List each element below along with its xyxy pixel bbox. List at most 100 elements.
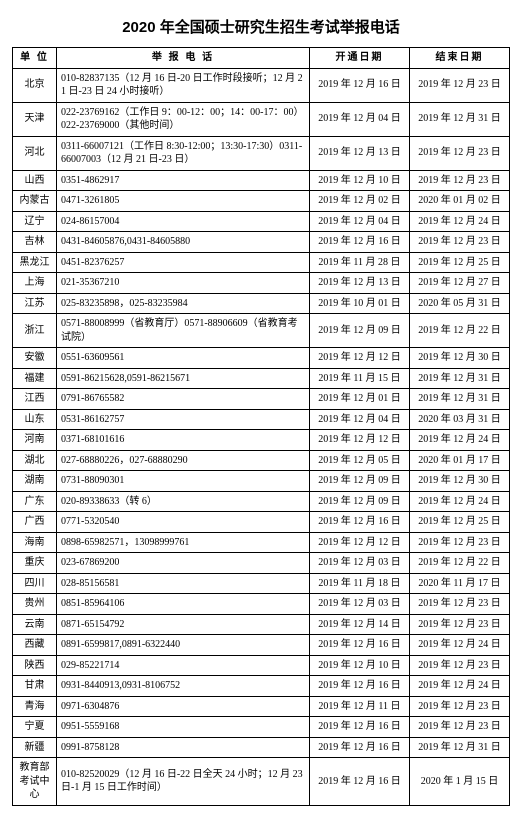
cell-unit: 教育部考试中心 (13, 758, 57, 806)
cell-phone: 0951-5559168 (57, 717, 310, 738)
table-row: 广西0771-53205402019 年 12 月 16 日2019 年 12 … (13, 512, 510, 533)
cell-open-date: 2019 年 12 月 09 日 (310, 471, 410, 492)
cell-unit: 山西 (13, 170, 57, 191)
cell-open-date: 2019 年 12 月 04 日 (310, 102, 410, 136)
cell-close-date: 2019 年 12 月 23 日 (410, 170, 510, 191)
cell-phone: 025-83235898，025-83235984 (57, 293, 310, 314)
table-row: 河南0371-681016162019 年 12 月 12 日2019 年 12… (13, 430, 510, 451)
cell-unit: 安徽 (13, 348, 57, 369)
cell-close-date: 2019 年 12 月 24 日 (410, 676, 510, 697)
cell-unit: 江苏 (13, 293, 57, 314)
cell-unit: 福建 (13, 368, 57, 389)
table-row: 云南0871-651547922019 年 12 月 14 日2019 年 12… (13, 614, 510, 635)
cell-open-date: 2019 年 12 月 12 日 (310, 348, 410, 369)
cell-unit: 广西 (13, 512, 57, 533)
table-row: 海南0898-65982571，130989997612019 年 12 月 1… (13, 532, 510, 553)
table-row: 广东020-89338633（转 6）2019 年 12 月 09 日2019 … (13, 491, 510, 512)
cell-phone: 022-23769162（工作日 9：00-12：00；14：00-17：00）… (57, 102, 310, 136)
cell-open-date: 2019 年 12 月 04 日 (310, 409, 410, 430)
cell-unit: 河南 (13, 430, 57, 451)
cell-phone: 0898-65982571，13098999761 (57, 532, 310, 553)
table-row: 江西0791-867655822019 年 12 月 01 日2019 年 12… (13, 389, 510, 410)
cell-close-date: 2019 年 12 月 24 日 (410, 211, 510, 232)
cell-phone: 0591-86215628,0591-86215671 (57, 368, 310, 389)
cell-open-date: 2019 年 12 月 04 日 (310, 211, 410, 232)
table-row: 山东0531-861627572019 年 12 月 04 日2020 年 03… (13, 409, 510, 430)
cell-close-date: 2019 年 12 月 23 日 (410, 532, 510, 553)
cell-unit: 甘肃 (13, 676, 57, 697)
cell-open-date: 2019 年 12 月 09 日 (310, 491, 410, 512)
table-row: 西藏0891-6599817,0891-63224402019 年 12 月 1… (13, 635, 510, 656)
cell-close-date: 2019 年 12 月 31 日 (410, 102, 510, 136)
cell-open-date: 2019 年 12 月 03 日 (310, 553, 410, 574)
cell-open-date: 2019 年 12 月 09 日 (310, 314, 410, 348)
cell-unit: 山东 (13, 409, 57, 430)
cell-phone: 0431-84605876,0431-84605880 (57, 232, 310, 253)
cell-open-date: 2019 年 12 月 12 日 (310, 532, 410, 553)
cell-unit: 天津 (13, 102, 57, 136)
table-row: 四川028-851565812019 年 11 月 18 日2020 年 11 … (13, 573, 510, 594)
cell-open-date: 2019 年 11 月 15 日 (310, 368, 410, 389)
cell-open-date: 2019 年 12 月 02 日 (310, 191, 410, 212)
cell-phone: 023-67869200 (57, 553, 310, 574)
cell-close-date: 2019 年 12 月 30 日 (410, 348, 510, 369)
cell-close-date: 2019 年 12 月 31 日 (410, 389, 510, 410)
cell-phone: 0871-65154792 (57, 614, 310, 635)
cell-unit: 四川 (13, 573, 57, 594)
table-row: 天津022-23769162（工作日 9：00-12：00；14：00-17：0… (13, 102, 510, 136)
cell-close-date: 2019 年 12 月 24 日 (410, 491, 510, 512)
table-row: 青海0971-63048762019 年 12 月 11 日2019 年 12 … (13, 696, 510, 717)
cell-phone: 0791-86765582 (57, 389, 310, 410)
cell-phone: 0851-85964106 (57, 594, 310, 615)
cell-close-date: 2019 年 12 月 24 日 (410, 430, 510, 451)
cell-close-date: 2019 年 12 月 22 日 (410, 553, 510, 574)
cell-phone: 020-89338633（转 6） (57, 491, 310, 512)
cell-close-date: 2019 年 12 月 23 日 (410, 594, 510, 615)
table-row: 湖北027-68880226，027-688802902019 年 12 月 0… (13, 450, 510, 471)
cell-phone: 0991-8758128 (57, 737, 310, 758)
cell-phone: 010-82520029（12 月 16 日-22 日全天 24 小时；12 月… (57, 758, 310, 806)
table-row: 北京010-82837135（12 月 16 日-20 日工作时段接听；12 月… (13, 68, 510, 102)
cell-close-date: 2019 年 12 月 25 日 (410, 512, 510, 533)
cell-open-date: 2019 年 12 月 10 日 (310, 170, 410, 191)
cell-unit: 陕西 (13, 655, 57, 676)
cell-unit: 内蒙古 (13, 191, 57, 212)
cell-close-date: 2019 年 12 月 31 日 (410, 368, 510, 389)
cell-phone: 0531-86162757 (57, 409, 310, 430)
cell-close-date: 2019 年 12 月 25 日 (410, 252, 510, 273)
cell-phone: 0371-68101616 (57, 430, 310, 451)
cell-open-date: 2019 年 12 月 16 日 (310, 737, 410, 758)
cell-open-date: 2019 年 12 月 14 日 (310, 614, 410, 635)
cell-open-date: 2019 年 12 月 11 日 (310, 696, 410, 717)
cell-open-date: 2019 年 12 月 16 日 (310, 635, 410, 656)
cell-open-date: 2019 年 12 月 12 日 (310, 430, 410, 451)
cell-phone: 0451-82376257 (57, 252, 310, 273)
cell-close-date: 2019 年 12 月 23 日 (410, 232, 510, 253)
cell-phone: 0551-63609561 (57, 348, 310, 369)
cell-close-date: 2019 年 12 月 27 日 (410, 273, 510, 294)
cell-phone: 0471-3261805 (57, 191, 310, 212)
cell-unit: 云南 (13, 614, 57, 635)
cell-unit: 浙江 (13, 314, 57, 348)
cell-phone: 0971-6304876 (57, 696, 310, 717)
cell-unit: 上海 (13, 273, 57, 294)
cell-unit: 青海 (13, 696, 57, 717)
cell-unit: 重庆 (13, 553, 57, 574)
cell-unit: 宁夏 (13, 717, 57, 738)
cell-close-date: 2020 年 01 月 02 日 (410, 191, 510, 212)
cell-close-date: 2020 年 11 月 17 日 (410, 573, 510, 594)
cell-unit: 海南 (13, 532, 57, 553)
table-row: 内蒙古0471-32618052019 年 12 月 02 日2020 年 01… (13, 191, 510, 212)
cell-unit: 江西 (13, 389, 57, 410)
cell-close-date: 2020 年 01 月 17 日 (410, 450, 510, 471)
table-row: 教育部考试中心010-82520029（12 月 16 日-22 日全天 24 … (13, 758, 510, 806)
cell-phone: 024-86157004 (57, 211, 310, 232)
cell-open-date: 2019 年 12 月 16 日 (310, 232, 410, 253)
cell-unit: 贵州 (13, 594, 57, 615)
cell-unit: 吉林 (13, 232, 57, 253)
col-unit: 单 位 (13, 48, 57, 69)
col-phone: 举 报 电 话 (57, 48, 310, 69)
col-open: 开通日期 (310, 48, 410, 69)
cell-open-date: 2019 年 12 月 03 日 (310, 594, 410, 615)
cell-phone: 027-68880226，027-68880290 (57, 450, 310, 471)
